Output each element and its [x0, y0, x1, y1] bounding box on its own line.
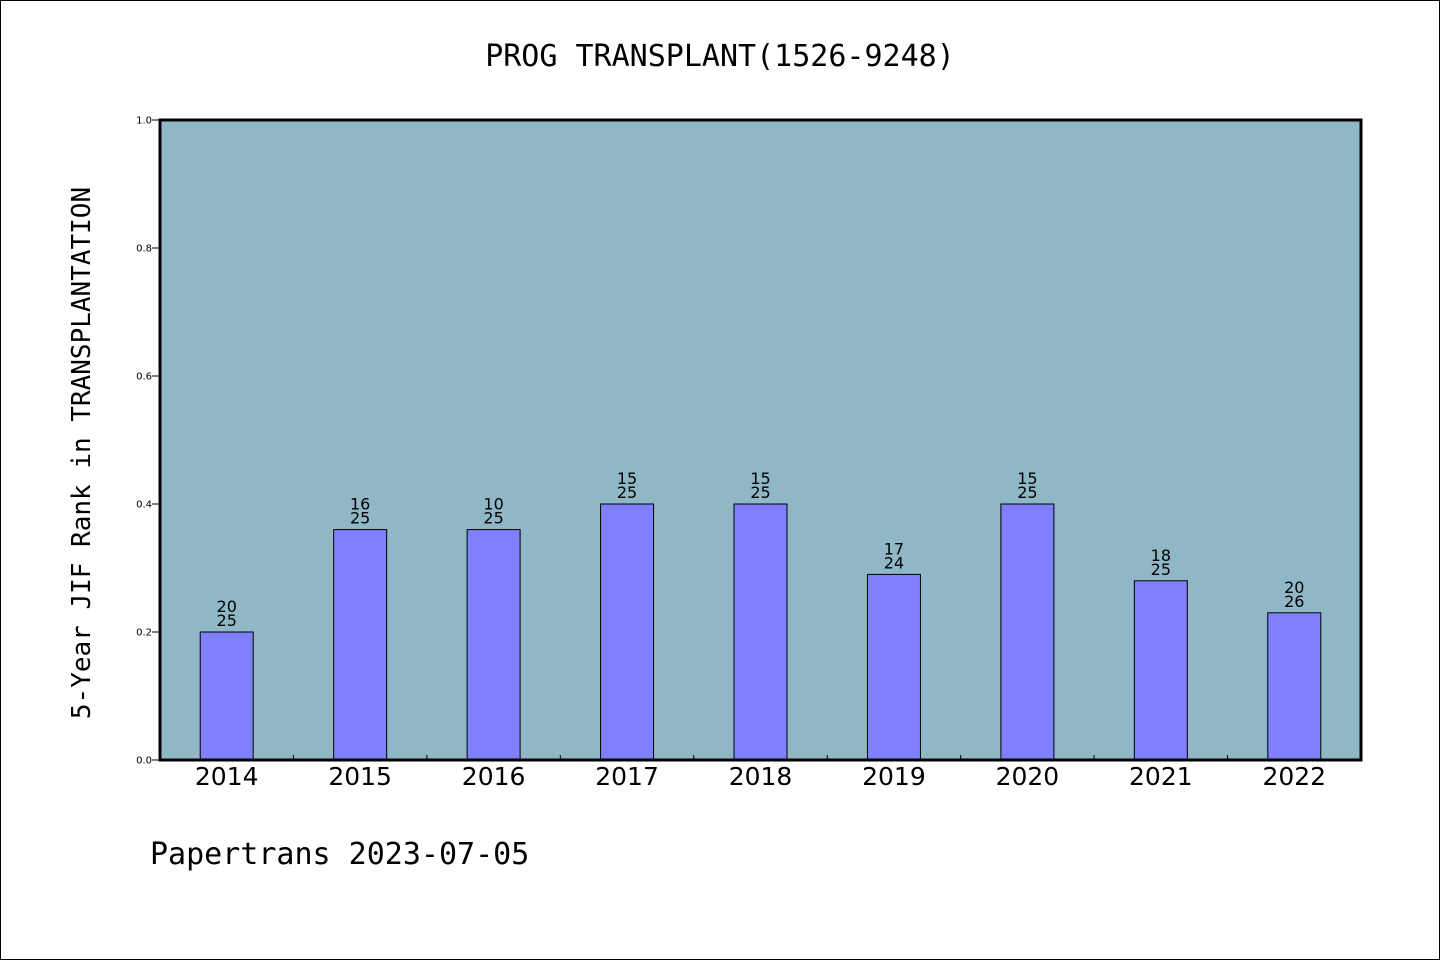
- y-tick-label: 0.2: [136, 628, 152, 639]
- bar-label-bottom: 25: [1017, 483, 1037, 502]
- bar-label-bottom: 25: [483, 509, 503, 528]
- bar-label-bottom: 24: [884, 553, 904, 572]
- bar-label-top: 15: [1017, 469, 1037, 488]
- bar-label-bottom: 25: [750, 483, 770, 502]
- bar-label-bottom: 25: [617, 483, 637, 502]
- bar-label-bottom: 25: [217, 611, 237, 630]
- bar-label-top: 17: [884, 539, 904, 558]
- chart-title: PROG TRANSPLANT(1526-9248): [485, 39, 955, 74]
- bar-2021: [1133, 580, 1188, 761]
- bar-2018: [733, 503, 788, 761]
- plot-border: [158, 118, 1363, 762]
- footer-text: Papertrans 2023-07-05: [150, 837, 529, 872]
- bar-label-top: 15: [750, 469, 770, 488]
- x-tick-label: 2014: [195, 762, 259, 791]
- x-tick-label: 2020: [996, 762, 1060, 791]
- bar-label-top: 18: [1151, 546, 1171, 565]
- y-axis-label: 5-Year JIF Rank in TRANSPLANTATION: [67, 187, 97, 719]
- bar-label-bottom: 25: [350, 509, 370, 528]
- bar-label-bottom: 25: [1151, 560, 1171, 579]
- bar-label-top: 20: [217, 597, 237, 616]
- bar-2014: [199, 631, 254, 761]
- x-tick-label: 2016: [462, 762, 526, 791]
- x-tick-label: 2017: [595, 762, 659, 791]
- y-tick-label: 0.0: [136, 756, 152, 767]
- bar-2020: [1000, 503, 1055, 761]
- x-tick-label: 2015: [328, 762, 392, 791]
- x-tick-label: 2021: [1129, 762, 1193, 791]
- x-axis: 2014 2015 2016 2017 2018 2019 2020 2021 2022: [195, 755, 1326, 791]
- bar-2015: [333, 529, 388, 761]
- x-tick-label: 2022: [1262, 762, 1326, 791]
- bar-label-top: 16: [350, 495, 370, 514]
- y-tick-label: 0.6: [136, 372, 152, 383]
- bar-2016: [466, 529, 521, 761]
- y-tick-label: 0.8: [136, 244, 152, 255]
- x-tick-label: 2019: [862, 762, 926, 791]
- x-tick-label: 2018: [729, 762, 793, 791]
- y-axis: 0.0 0.2 0.4 0.6 0.8 1.0: [136, 116, 160, 767]
- bar-2022: [1267, 612, 1322, 761]
- bar-label-top: 10: [483, 495, 503, 514]
- bar-2019: [866, 573, 921, 761]
- bar-label-top: 15: [617, 469, 637, 488]
- bar-label-bottom: 26: [1284, 592, 1304, 611]
- y-tick-label: 1.0: [136, 116, 152, 127]
- bar-2017: [600, 503, 655, 761]
- bar-label-top: 20: [1284, 578, 1304, 597]
- y-tick-label: 0.4: [136, 500, 152, 511]
